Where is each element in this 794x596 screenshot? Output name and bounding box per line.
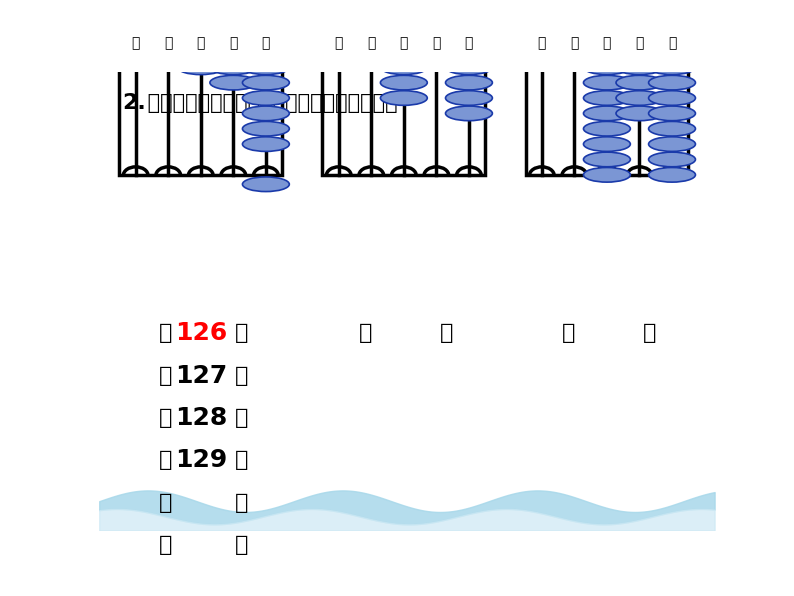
Ellipse shape [242,122,289,136]
Ellipse shape [242,136,289,151]
Ellipse shape [210,75,256,90]
Text: 千: 千 [570,36,579,50]
Text: 个: 个 [668,36,676,50]
Ellipse shape [616,106,663,120]
Text: （: （ [160,535,172,555]
Text: 百: 百 [197,36,205,50]
Text: 十: 十 [432,36,441,50]
Ellipse shape [649,167,696,182]
Bar [112,29,282,60]
Text: 写出下面各数并读一读，再说说它们的组成。: 写出下面各数并读一读，再说说它们的组成。 [141,93,398,113]
Ellipse shape [445,75,492,90]
Ellipse shape [616,91,663,105]
Text: 十: 十 [635,36,644,50]
Text: ）: ） [234,323,248,343]
Ellipse shape [445,106,492,120]
Ellipse shape [445,91,492,105]
Bar [526,60,688,175]
Ellipse shape [649,60,696,74]
Bar [314,29,485,60]
Text: （: （ [160,323,172,343]
Text: ）: ） [234,451,248,470]
Text: ）: ） [234,493,248,513]
Text: （: （ [160,451,172,470]
Text: ）: ） [234,408,248,428]
Bar [322,60,485,175]
Text: （: （ [160,493,172,513]
Text: 127: 127 [175,364,227,387]
Ellipse shape [380,91,427,105]
Text: ）: ） [643,323,656,343]
Ellipse shape [242,177,289,191]
Ellipse shape [649,91,696,105]
Text: ）: ） [440,323,453,343]
Text: 千: 千 [164,36,172,50]
Ellipse shape [649,106,696,120]
Ellipse shape [649,75,696,90]
Text: ）: ） [234,535,248,555]
Text: 128: 128 [175,406,227,430]
Ellipse shape [242,60,289,74]
Ellipse shape [584,152,630,167]
Text: 百: 百 [603,36,611,50]
Text: 129: 129 [175,448,227,473]
Text: 万: 万 [132,36,140,50]
Ellipse shape [242,106,289,120]
Ellipse shape [616,75,663,90]
Text: 个: 个 [262,36,270,50]
Ellipse shape [380,75,427,90]
Text: 百: 百 [399,36,408,50]
Text: 个: 个 [464,36,473,50]
Ellipse shape [584,75,630,90]
Ellipse shape [445,60,492,74]
Polygon shape [485,29,499,67]
Text: 万: 万 [334,36,343,50]
Ellipse shape [584,122,630,136]
Ellipse shape [584,106,630,120]
Text: 126: 126 [175,321,227,345]
Ellipse shape [616,60,663,74]
Text: 2.: 2. [122,93,146,113]
Text: 千: 千 [367,36,376,50]
Ellipse shape [210,60,256,74]
Bar [119,60,282,175]
Polygon shape [688,29,702,67]
Text: （: （ [160,366,172,386]
Ellipse shape [649,122,696,136]
Text: （: （ [358,323,372,343]
Ellipse shape [584,91,630,105]
Text: 十: 十 [229,36,237,50]
Ellipse shape [380,60,427,74]
Bar [518,29,688,60]
Ellipse shape [242,91,289,105]
Ellipse shape [584,167,630,182]
Text: （: （ [561,323,575,343]
Ellipse shape [584,136,630,151]
Text: （: （ [160,408,172,428]
Text: ）: ） [234,366,248,386]
Ellipse shape [649,152,696,167]
Ellipse shape [242,75,289,90]
Text: 万: 万 [538,36,546,50]
Ellipse shape [649,136,696,151]
Ellipse shape [584,60,630,74]
Ellipse shape [177,60,224,74]
Polygon shape [282,29,296,67]
